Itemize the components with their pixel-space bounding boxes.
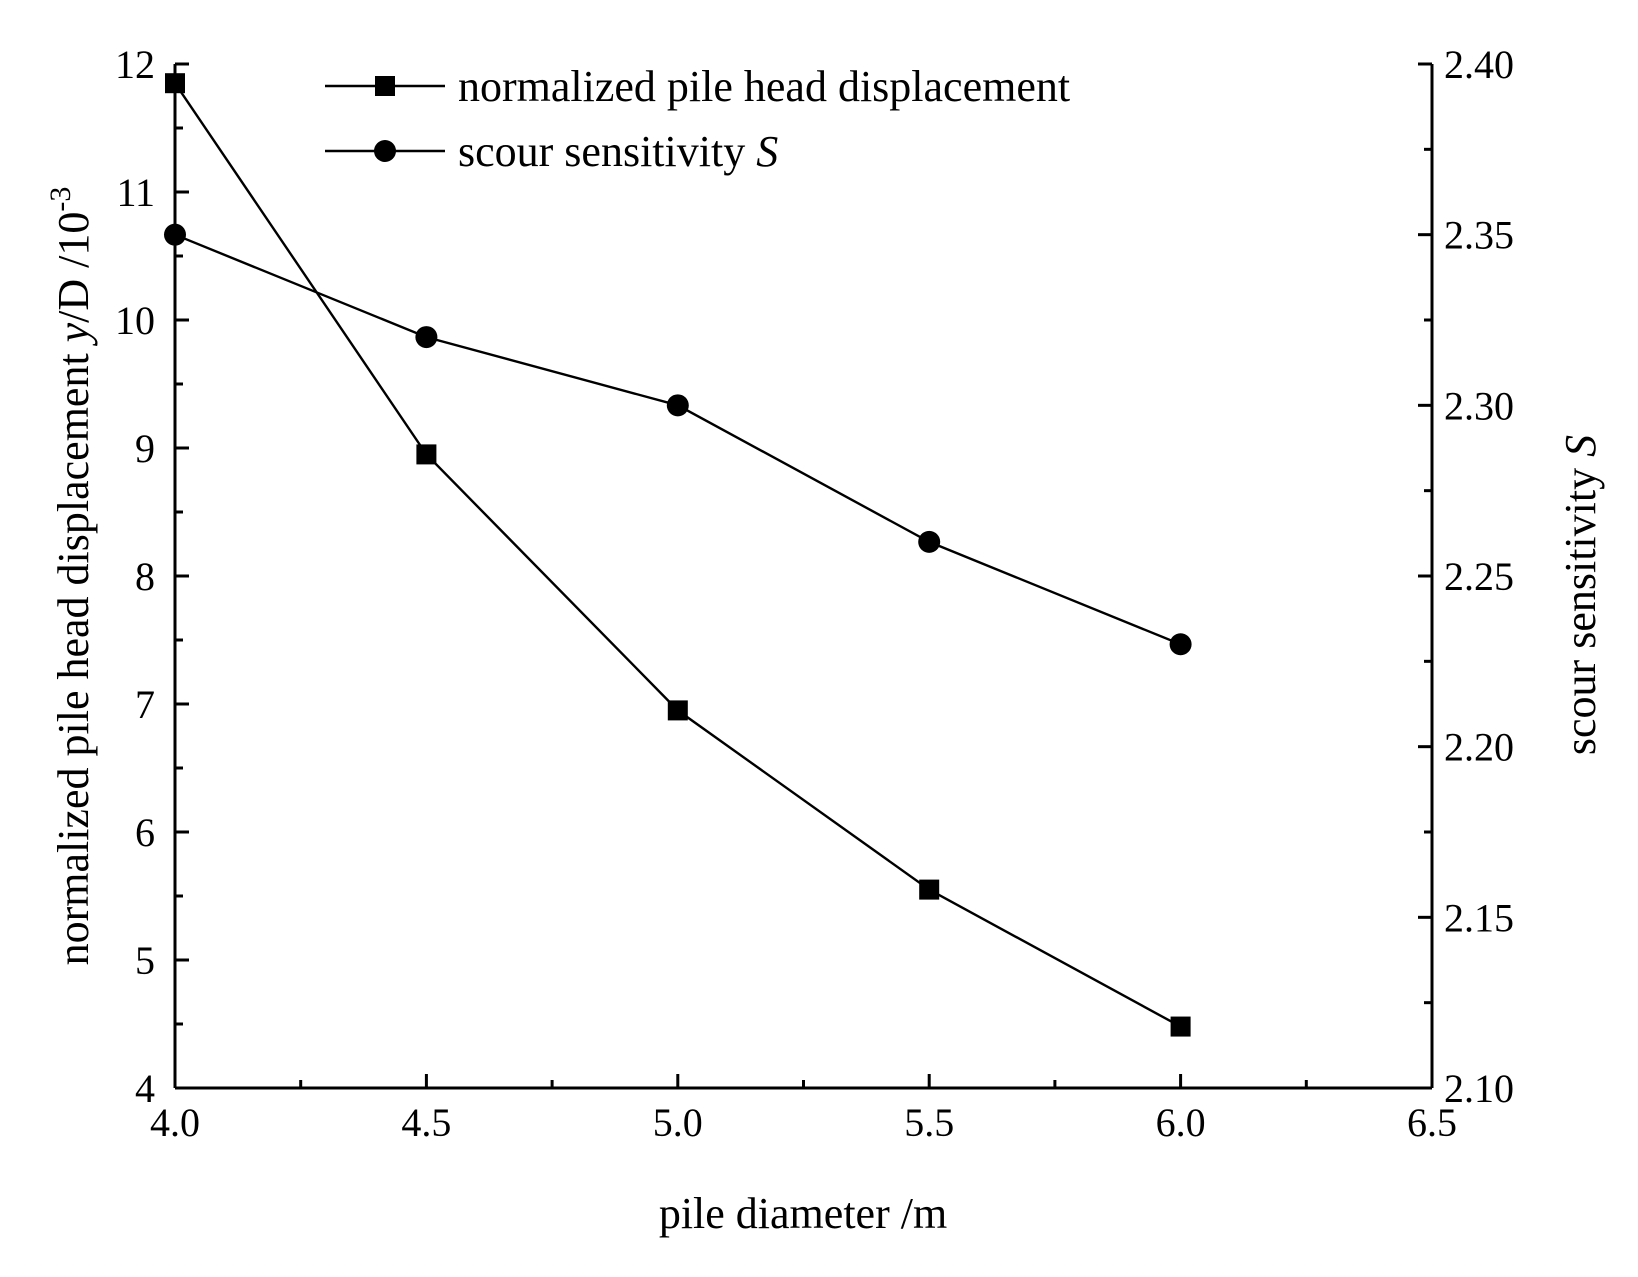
left-y-tick-label: 6 bbox=[135, 810, 155, 855]
right-y-tick-label: 2.15 bbox=[1444, 895, 1514, 940]
plot-frame bbox=[173, 64, 1434, 1090]
data-point-circle bbox=[415, 326, 438, 349]
right-y-tick-label: 2.30 bbox=[1444, 383, 1514, 428]
right-y-tick-label: 2.10 bbox=[1444, 1066, 1514, 1111]
data-point-circle bbox=[164, 223, 186, 246]
x-tick-label: 5.0 bbox=[653, 1100, 703, 1145]
x-axis-title: pile diameter /m bbox=[659, 1189, 947, 1238]
x-tick-label: 4.5 bbox=[401, 1100, 451, 1145]
left-y-tick-label: 5 bbox=[135, 938, 155, 983]
data-point-circle bbox=[918, 530, 941, 553]
right-y-tick-label: 2.20 bbox=[1444, 725, 1514, 770]
right-y-tick-label: 2.40 bbox=[1444, 42, 1514, 87]
series-layer bbox=[164, 73, 1192, 1037]
legend-marker-circle bbox=[374, 140, 396, 162]
legend-item-displacement: normalized pile head displacement bbox=[325, 62, 1070, 111]
x-tick-label: 6.5 bbox=[1407, 1100, 1457, 1145]
data-point-square bbox=[667, 700, 688, 721]
x-tick-label: 6.0 bbox=[1156, 1100, 1206, 1145]
data-point-circle bbox=[1169, 633, 1192, 656]
left-y-axis-ticks: 4 5 6 7 8 9 10 11 12 bbox=[115, 42, 189, 1111]
right-y-axis-title: scour sensitivity S bbox=[1556, 435, 1605, 755]
x-axis-ticks: 4.0 4.5 5.0 5.5 6.0 6.5 bbox=[150, 1074, 1457, 1145]
series-line-scour bbox=[174, 233, 1182, 646]
right-y-axis-ticks: 2.10 2.15 2.20 2.25 2.30 2.35 2.40 bbox=[1418, 42, 1514, 1111]
legend-label-displacement: normalized pile head displacement bbox=[458, 62, 1070, 111]
series-line-displacement bbox=[174, 82, 1182, 1028]
data-point-square bbox=[1170, 1016, 1191, 1037]
legend-marker-square bbox=[375, 76, 395, 96]
legend: normalized pile head displacement scour … bbox=[325, 62, 1070, 176]
left-y-tick-label: 8 bbox=[135, 554, 155, 599]
x-tick-label: 5.5 bbox=[904, 1100, 954, 1145]
left-y-tick-label: 7 bbox=[135, 682, 155, 727]
data-point-square bbox=[165, 73, 185, 94]
legend-item-scour: scour sensitivity S bbox=[325, 127, 778, 176]
data-point-circle bbox=[666, 394, 689, 417]
left-y-axis-title: normalized pile head displacement y/D /1… bbox=[44, 187, 98, 966]
left-y-tick-label: 12 bbox=[115, 42, 155, 87]
data-point-square bbox=[919, 879, 940, 900]
right-y-tick-label: 2.35 bbox=[1444, 213, 1514, 258]
left-y-tick-label: 4 bbox=[135, 1066, 155, 1111]
right-y-tick-label: 2.25 bbox=[1444, 554, 1514, 599]
left-y-tick-label: 11 bbox=[116, 170, 155, 215]
left-y-tick-label: 10 bbox=[115, 298, 155, 343]
data-point-square bbox=[416, 444, 437, 465]
legend-label-scour: scour sensitivity S bbox=[458, 127, 778, 176]
x-tick-label: 4.0 bbox=[150, 1100, 200, 1145]
left-y-tick-label: 9 bbox=[135, 426, 155, 471]
